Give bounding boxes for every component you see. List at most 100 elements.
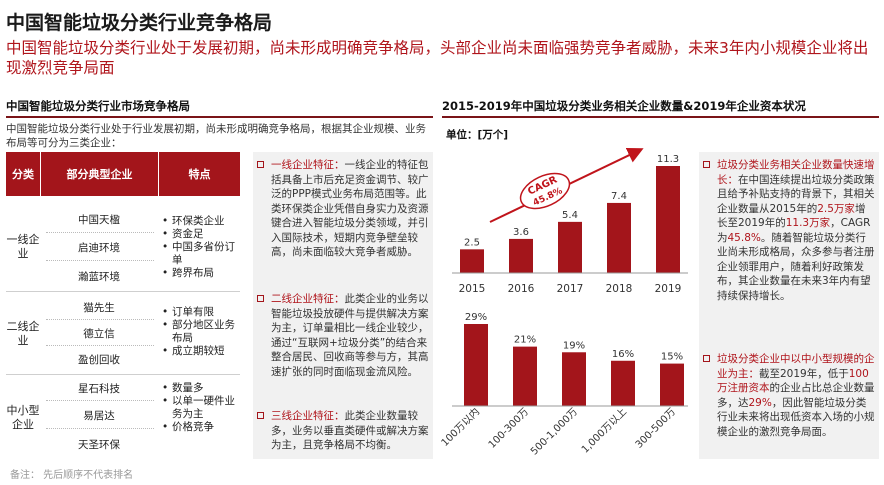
commentary-text: 。随着智能垃圾分类行业尚未形成格局，众多参与者注册企业领罪用户，随着利好政策发布…	[717, 231, 875, 302]
bar-value-label: 15%	[661, 352, 683, 363]
commentary-text: 增长至2019年的	[717, 202, 866, 230]
highlight-value: 11.3万家	[785, 217, 831, 229]
bar-value-label: 29%	[465, 312, 487, 323]
capital-distribution-chart: 29% 100万以内 21% 100-300万 19% 500-1,000万 16% 1,00…	[438, 312, 688, 457]
x-tick-label: 300-500万	[634, 406, 678, 450]
highlight-value: 2.5万家	[817, 202, 855, 215]
square-bullet-icon	[703, 355, 710, 362]
footnote: 备注： 先后顺序不代表排名	[10, 470, 134, 481]
feature-item: 跨界布局	[162, 267, 242, 280]
feature-item: 部分地区业务布局	[162, 319, 242, 345]
x-tick-label: 2017	[557, 283, 584, 295]
feature-item: 订单有限	[162, 306, 242, 319]
trend-arrow	[489, 147, 644, 223]
description-item: 一线企业特征：一线企业的特征包括具备上市后充足资金调节、较广泛的PPP模式业务布…	[257, 158, 429, 260]
x-tick-label: 2016	[508, 283, 535, 295]
commentary-text: ，因此智能垃圾分类行业未来将出现低资本入场的小规模企业的激烈竞争局面。	[717, 396, 875, 438]
company-name: 盈创回收	[78, 354, 120, 366]
left-heading-rule	[6, 116, 433, 118]
company-name: 瀚蓝环境	[78, 271, 120, 283]
feature-item: 中国多省份订单	[162, 241, 242, 267]
table-header-features: 特点	[159, 152, 240, 196]
feature-item: 成立期较短	[162, 345, 242, 358]
commentary-label: 垃圾分类业务相关企业数量快速增长：	[717, 159, 875, 186]
company-name: 易居达	[83, 410, 115, 422]
description-item: 三线企业特征：此类企业数量较多，业务以垂直类硬件或解决方案为主，且竞争格局不均衡…	[257, 409, 429, 453]
description-text: 此类企业的业务以智能垃圾投放硬件与提供解决方案为主，订单量相比一线企业较少，通过…	[271, 293, 429, 378]
feature-item: 数量多	[162, 382, 242, 395]
highlight-value: 29%	[748, 396, 772, 409]
bar-value-label: 2.5	[464, 237, 480, 248]
bar-value-label: 7.4	[611, 191, 627, 202]
square-bullet-icon	[257, 161, 264, 168]
feature-item: 以单一硬件业务为主	[162, 395, 242, 421]
description-text: 此类企业数量较多，业务以垂直类硬件或解决方案为主，且竞争格局不均衡。	[271, 410, 429, 451]
description-text: 一线企业的特征包括具备上市后充足资金调节、较广泛的PPP模式业务布局范围等。此类…	[271, 159, 429, 258]
commentary-item: 垃圾分类企业中以中小型规模的企业为主：截至2019年，低于100万注册资本的企业…	[703, 352, 875, 439]
bar-2016	[509, 238, 533, 273]
bar-value-label: 5.4	[562, 210, 578, 221]
description-label: 三线企业特征：	[271, 410, 345, 422]
company-name: 天圣环保	[78, 439, 120, 451]
bar-2019	[656, 166, 680, 273]
row-divider	[46, 400, 154, 401]
bar-2017	[558, 221, 582, 273]
category-label: 一线企业	[6, 233, 40, 260]
category-label: 中小型企业	[6, 404, 40, 431]
intro-text: 中国智能垃圾分类行业处于行业发展初期，尚未形成明确竞争格局，根据其企业规模、业务…	[6, 123, 426, 149]
x-tick-label: 100-300万	[487, 406, 531, 450]
right-heading-rule	[442, 116, 879, 118]
unit-label: 单位：[万个]	[446, 129, 509, 141]
bar-value-label: 11.3	[657, 154, 679, 165]
company-name: 中国天楹	[78, 214, 120, 226]
description-label: 二线企业特征：	[271, 293, 345, 305]
x-tick-label: 500-1,000万	[529, 406, 580, 457]
x-tick-label: 2019	[655, 283, 682, 295]
cagr-label: CAGR	[526, 174, 559, 197]
commentary-box: 垃圾分类业务相关企业数量快速增长：在中国连续提出垃圾分类政策且给予补贴支持的背景…	[699, 152, 879, 459]
row-divider	[46, 345, 154, 346]
x-tick-label: 2018	[606, 283, 633, 295]
commentary-text: 截至2019年，低于	[759, 367, 849, 380]
bar-value-label: 21%	[514, 335, 536, 346]
cagr-badge	[519, 172, 571, 210]
description-label: 一线企业特征：	[271, 159, 345, 171]
cagr-value: 45.8%	[532, 186, 565, 208]
company-name: 猫先生	[83, 302, 115, 314]
feature-item: 环保类企业	[162, 215, 242, 228]
square-bullet-icon	[257, 412, 264, 419]
bar-capital-0	[464, 324, 488, 406]
square-bullet-icon	[703, 161, 710, 168]
table-header-category: 分类	[6, 152, 40, 196]
x-tick-label: 1,000万以上	[579, 406, 629, 456]
feature-list: 环保类企业 资金足 中国多省份订单 跨界布局	[162, 215, 242, 280]
row-divider	[46, 428, 154, 429]
row-divider	[46, 260, 154, 261]
table-header-companies: 部分典型企业	[41, 152, 158, 196]
category-label: 二线企业	[6, 320, 40, 347]
commentary-text: ，CAGR为	[717, 217, 871, 244]
company-name: 德立信	[83, 328, 115, 340]
group-divider	[6, 291, 240, 292]
bar-capital-4	[660, 363, 684, 406]
x-tick-label: 2015	[459, 283, 486, 295]
bar-value-label: 3.6	[513, 227, 529, 238]
segment-table: 分类 部分典型企业 特点 一线企业 中国天楹 启迪环境 瀚蓝环境 环保类企业 资…	[6, 152, 240, 461]
left-panel-heading: 中国智能垃圾分类行业市场竞争格局	[6, 99, 190, 113]
cagr-annotation: CAGR 45.8%	[489, 147, 644, 223]
row-divider	[46, 232, 154, 233]
bar-capital-1	[513, 346, 537, 406]
page-title: 中国智能垃圾分类行业竞争格局	[6, 12, 273, 34]
company-count-chart: 2.5 2015 3.6 2016 5.4 2017 7.4 2018 11.3 2019	[452, 154, 688, 295]
right-panel-heading: 2015-2019年中国垃圾分类业务相关企业数量&2019年企业资本状况	[442, 99, 806, 113]
feature-list: 数量多 以单一硬件业务为主 价格竞争	[162, 382, 242, 434]
group-divider	[6, 374, 240, 375]
company-name: 星石科技	[78, 383, 120, 395]
feature-item: 价格竞争	[162, 421, 242, 434]
bar-2018	[607, 202, 631, 273]
highlight-value: 100万注册资本	[717, 367, 869, 395]
commentary-label: 垃圾分类企业中以中小型规模的企业为主：	[717, 353, 875, 380]
commentary-text: 的企业占比总企业数量多，达	[717, 382, 875, 409]
x-tick-label: 100万以内	[438, 405, 482, 449]
feature-list: 订单有限 部分地区业务布局 成立期较短	[162, 306, 242, 358]
